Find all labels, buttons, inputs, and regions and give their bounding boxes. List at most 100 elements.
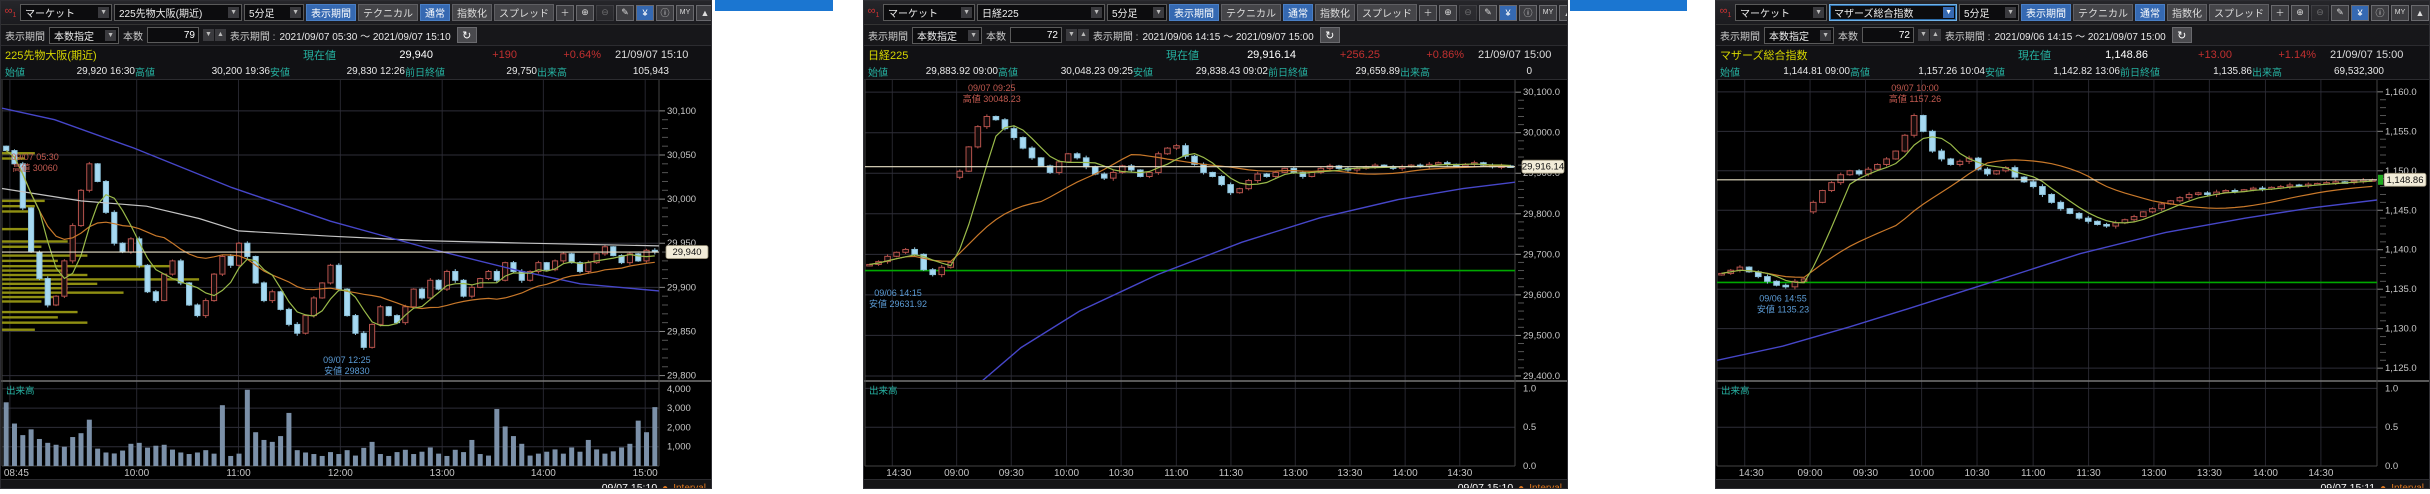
indexize-button[interactable]: 指数化 — [452, 4, 492, 21]
instrument-dropdown[interactable]: マザーズ総合指数 ▼ — [1829, 4, 1957, 21]
link-icon[interactable]: ∞1 — [1719, 5, 1732, 20]
technical-button[interactable]: テクニカル — [358, 4, 418, 21]
market-dropdown[interactable]: マーケット ▼ — [883, 4, 975, 21]
svg-text:出来高: 出来高 — [1721, 385, 1750, 397]
yen-icon[interactable]: ¥ — [636, 4, 654, 21]
status-bar: 09/07 15:10 ● Interval — [864, 479, 1567, 488]
timeframe-dropdown[interactable]: 5分足 ▼ — [1959, 4, 2019, 21]
instrument-dropdown[interactable]: 225先物大阪(期近) ▼ — [114, 4, 242, 21]
link-icon[interactable]: ∞1 — [867, 5, 880, 20]
instrument-dropdown-value: 日経225 — [982, 9, 1019, 20]
svg-text:29,700.0: 29,700.0 — [1523, 249, 1560, 260]
chart-canvas[interactable]: 14:30 09:00 09:30 10:00 10:30 11:00 11:30 13:00… — [1716, 80, 2429, 479]
period-row-label: 表示期間 — [1720, 31, 1760, 43]
count-mode-dropdown[interactable]: 本数指定 ▼ — [1764, 26, 1834, 44]
spinner-up-icon[interactable]: ▲ — [214, 29, 226, 41]
my-chart-icon[interactable]: MY — [1539, 4, 1557, 21]
svg-text:09:00: 09:00 — [944, 468, 969, 479]
mountain-chart-icon[interactable]: ▲ — [696, 4, 711, 21]
my-chart-icon[interactable]: MY — [676, 4, 694, 21]
add-icon[interactable]: ＋ — [2271, 4, 2289, 21]
zoom-in-icon[interactable]: ⊕ — [2291, 4, 2309, 21]
pencil-icon[interactable]: ✎ — [2331, 4, 2349, 21]
link-icon[interactable]: ∞1 — [4, 5, 17, 20]
normal-button[interactable]: 通常 — [420, 4, 450, 21]
spinner-up-icon[interactable]: ▲ — [1929, 29, 1941, 41]
zoom-out-icon[interactable]: ⊖ — [2311, 4, 2329, 21]
indexize-button[interactable]: 指数化 — [2167, 4, 2207, 21]
spinner-down-icon[interactable]: ▼ — [203, 29, 214, 41]
background-window-strip — [1570, 0, 1687, 11]
title-row: 225先物大阪(期近) 現在値 29,940 +190 +0.64% 21/09… — [1, 46, 711, 63]
zoom-in-icon[interactable]: ⊕ — [576, 4, 594, 21]
svg-text:11:30: 11:30 — [1219, 468, 1244, 479]
count-mode-value: 本数指定 — [1769, 31, 1809, 43]
count-input[interactable]: 79 — [147, 27, 199, 43]
spinner-down-icon[interactable]: ▼ — [1066, 29, 1077, 41]
timeframe-dropdown[interactable]: 5分足 ▼ — [244, 4, 304, 21]
count-mode-dropdown[interactable]: 本数指定 ▼ — [912, 26, 982, 44]
background-window-strip — [715, 0, 833, 11]
market-dropdown[interactable]: マーケット ▼ — [1735, 4, 1827, 21]
my-chart-icon[interactable]: MY — [2391, 4, 2409, 21]
svg-text:12:00: 12:00 — [328, 468, 353, 479]
stat-low-value: 1,142.82 13:06 — [2053, 65, 2120, 77]
mountain-chart-icon[interactable]: ▲ — [1559, 4, 1567, 21]
pencil-icon[interactable]: ✎ — [616, 4, 634, 21]
technical-button[interactable]: テクニカル — [1221, 4, 1281, 21]
zoom-in-icon[interactable]: ⊕ — [1439, 4, 1457, 21]
mountain-chart-icon[interactable]: ▲ — [2411, 4, 2429, 21]
count-input[interactable]: 72 — [1010, 27, 1062, 43]
chevron-down-icon: ▼ — [961, 7, 972, 18]
count-mode-dropdown[interactable]: 本数指定 ▼ — [49, 26, 119, 44]
count-spinner[interactable]: ▼ ▲ — [1066, 29, 1089, 41]
status-bar: 09/07 15:11 ● Interval — [1716, 479, 2429, 488]
add-icon[interactable]: ＋ — [1419, 4, 1437, 21]
count-mode-value: 本数指定 — [917, 31, 957, 43]
display-period-button[interactable]: 表示期間 — [306, 4, 356, 21]
current-price-value: 29,916.14 — [1247, 48, 1296, 61]
count-spinner[interactable]: ▼ ▲ — [203, 29, 226, 41]
yen-icon[interactable]: ¥ — [2351, 4, 2369, 21]
display-period-button[interactable]: 表示期間 — [1169, 4, 1219, 21]
technical-button[interactable]: テクニカル — [2073, 4, 2133, 21]
count-spinner[interactable]: ▼ ▲ — [1918, 29, 1941, 41]
add-icon[interactable]: ＋ — [556, 4, 574, 21]
chart-window-225-futures-osaka: ∞1 マーケット ▼ 225先物大阪(期近) ▼ 5分足 ▼ 表示期間 テクニカル… — [0, 0, 712, 489]
spinner-up-icon[interactable]: ▲ — [1077, 29, 1089, 41]
zoom-out-icon[interactable]: ⊖ — [1459, 4, 1477, 21]
count-input[interactable]: 72 — [1862, 27, 1914, 43]
normal-button[interactable]: 通常 — [2135, 4, 2165, 21]
svg-text:1,135.0: 1,135.0 — [2385, 284, 2417, 295]
svg-text:09/07 05:30: 09/07 05:30 — [11, 152, 59, 162]
spread-button[interactable]: スプレッド — [2209, 4, 2269, 21]
yen-icon[interactable]: ¥ — [1499, 4, 1517, 21]
info-icon[interactable]: ⓘ — [2371, 4, 2389, 21]
chart-canvas[interactable]: 14:30 09:00 09:30 10:00 10:30 11:00 11:30 13:00… — [864, 80, 1567, 479]
timeframe-dropdown[interactable]: 5分足 ▼ — [1107, 4, 1167, 21]
reload-icon[interactable]: ↻ — [456, 27, 477, 43]
svg-text:2,000: 2,000 — [667, 422, 691, 433]
indexize-button[interactable]: 指数化 — [1315, 4, 1355, 21]
quote-datetime: 21/09/07 15:00 — [2330, 48, 2404, 61]
spread-button[interactable]: スプレッド — [494, 4, 554, 21]
market-dropdown[interactable]: マーケット ▼ — [20, 4, 112, 21]
svg-text:1,130.0: 1,130.0 — [2385, 324, 2417, 335]
toolbar: ∞1 マーケット ▼ 日経225 ▼ 5分足 ▼ 表示期間 テクニカル 通常 指数化ス… — [864, 1, 1567, 25]
info-icon[interactable]: ⓘ — [656, 4, 674, 21]
price-change: +190 — [492, 48, 517, 61]
instrument-dropdown[interactable]: 日経225 ▼ — [977, 4, 1105, 21]
normal-button[interactable]: 通常 — [1283, 4, 1313, 21]
spread-button[interactable]: スプレッド — [1357, 4, 1417, 21]
reload-icon[interactable]: ↻ — [2171, 27, 2192, 43]
info-icon[interactable]: ⓘ — [1519, 4, 1537, 21]
pencil-icon[interactable]: ✎ — [1479, 4, 1497, 21]
zoom-out-icon[interactable]: ⊖ — [596, 4, 614, 21]
spinner-down-icon[interactable]: ▼ — [1918, 29, 1929, 41]
svg-text:14:30: 14:30 — [886, 468, 911, 479]
svg-text:29,900: 29,900 — [667, 282, 696, 293]
chart-canvas[interactable]: 08:45 10:00 11:00 12:00 13:00 14:00 15:00 30,10… — [1, 80, 711, 479]
chevron-down-icon: ▼ — [1820, 29, 1831, 41]
display-period-button[interactable]: 表示期間 — [2021, 4, 2071, 21]
reload-icon[interactable]: ↻ — [1319, 27, 1340, 43]
